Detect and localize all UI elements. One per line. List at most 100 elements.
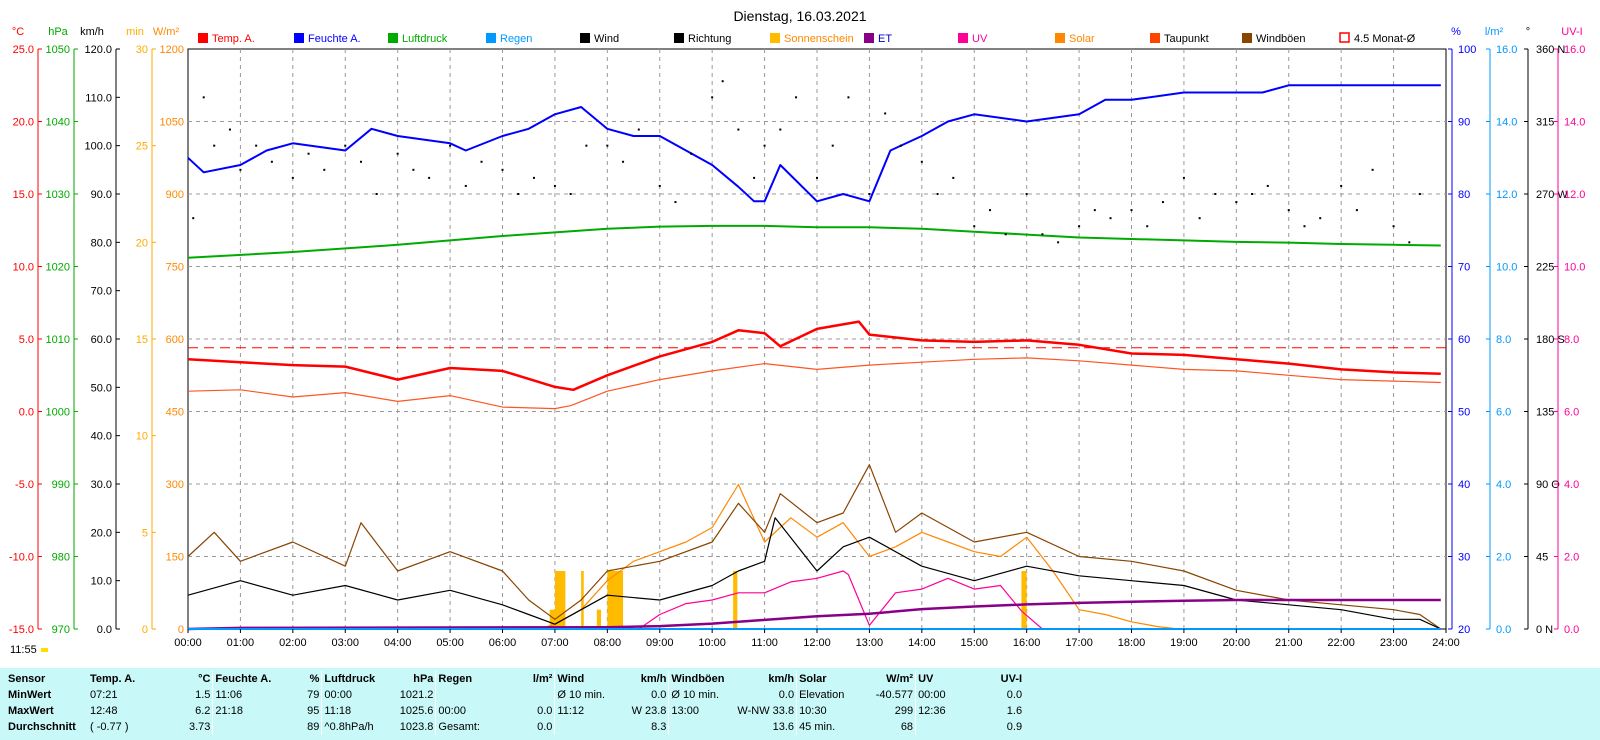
axis-unit-right: l/m²	[1485, 26, 1504, 38]
direction-point	[606, 144, 609, 147]
axis-tick-left: 15.0	[13, 189, 34, 201]
stats-cell-value: -40.577	[875, 689, 914, 701]
axis-tick-left: -5.0	[15, 479, 34, 491]
axis-tick-right: 225	[1536, 262, 1554, 274]
axis-tick-right: 90 O	[1536, 479, 1560, 491]
axis-tick-right: 180 S	[1536, 334, 1565, 346]
axis-tick-left: 300	[166, 479, 184, 491]
direction-point	[658, 184, 661, 187]
axis-tick-left: 1040	[46, 117, 70, 129]
direction-point	[532, 176, 535, 179]
axis-tick-right: 10.0	[1564, 262, 1585, 274]
direction-point	[192, 217, 195, 220]
stats-cell-label	[668, 719, 736, 735]
stats-cell-value: 68	[900, 721, 914, 733]
direction-point	[359, 160, 362, 163]
legend-swatch	[1055, 33, 1065, 43]
direction-point	[1340, 184, 1343, 187]
stats-row: MinWert 07:21 1.5 11:06 79 00:00 1021.2 Ø 10 mi…	[6, 687, 1024, 703]
stats-cell-value: W 23.8	[631, 705, 667, 717]
series-line-windb-en	[187, 464, 1442, 630]
axis-tick-left: 20.0	[13, 117, 34, 129]
direction-point	[637, 128, 640, 131]
stats-cell-label: 07:21	[90, 689, 118, 701]
chart-title: Dienstag, 16.03.2021	[733, 8, 866, 24]
direction-point	[1025, 193, 1028, 195]
direction-point	[517, 193, 520, 195]
stats-cell-label: 12:36	[915, 703, 961, 719]
axis-tick-left: 600	[166, 334, 184, 346]
sunshine-bar	[607, 571, 624, 629]
direction-point	[1182, 176, 1185, 179]
legend-label: Feuchte A.	[308, 33, 361, 45]
stats-cell-value: 299	[894, 705, 914, 717]
legend-label: Luftdruck	[402, 33, 448, 45]
axis-unit-left: min	[126, 26, 144, 38]
axis-tick-left: 990	[52, 479, 70, 491]
direction-point	[1214, 193, 1217, 195]
stats-cell-value: 0.0	[778, 689, 795, 701]
stats-row-label: MinWert	[8, 689, 52, 701]
stats-cell-value: W-NW 33.8	[737, 705, 795, 717]
axis-tick-right: 20	[1458, 624, 1470, 636]
legend: Temp. A. Feuchte A. Luftdruck Regen Wind Rich…	[198, 32, 1416, 45]
stats-header-rain-unit: l/m²	[532, 673, 553, 685]
axis-tick-left: 750	[166, 262, 184, 274]
legend-swatch	[674, 33, 684, 43]
x-tick-label: 13:00	[856, 637, 884, 649]
axis-tick-left: 1200	[160, 44, 184, 56]
axis-tick-right: 80	[1458, 189, 1470, 201]
axis-tick-right: 2.0	[1496, 552, 1511, 564]
axis-unit-right: %	[1451, 26, 1461, 38]
axis-tick-right: 90	[1458, 117, 1470, 129]
direction-point	[884, 112, 887, 115]
stats-header-gusts-unit: km/h	[768, 673, 795, 685]
axis-tick-right: 14.0	[1564, 117, 1585, 129]
stats-cell-value: 13.6	[772, 721, 795, 733]
stats-cell-label: 11:06	[212, 687, 288, 703]
x-tick-label: 07:00	[541, 637, 569, 649]
sunshine-bar	[554, 571, 566, 629]
axis-tick-right: 16.0	[1496, 44, 1517, 56]
stats-cell-value: 8.3	[651, 721, 667, 733]
axis-tick-left: 970	[52, 624, 70, 636]
stats-cell-value: 0.0	[651, 689, 667, 701]
stats-header-pressure-unit: hPa	[413, 673, 434, 685]
axis-tick-left: 1050	[160, 117, 184, 129]
direction-point	[202, 96, 205, 99]
axis-tick-left: 10	[136, 431, 148, 443]
direction-point	[779, 128, 782, 131]
direction-point	[213, 144, 216, 147]
stats-cell-value: 0.0	[537, 705, 553, 717]
footer-time: 11:55	[10, 644, 37, 656]
direction-point	[270, 160, 273, 163]
stats-header-temp-unit: °C	[198, 673, 211, 685]
direction-point	[737, 128, 740, 131]
axis-tick-right: 10.0	[1496, 262, 1517, 274]
axis-tick-left: 1050	[46, 44, 70, 56]
axis-tick-right: 100	[1458, 44, 1476, 56]
x-tick-label: 21:00	[1275, 637, 1303, 649]
axis-tick-left: 40.0	[91, 431, 112, 443]
direction-point	[816, 176, 818, 179]
stats-header-solar-unit: W/m²	[886, 673, 914, 685]
series-line-temp-a-	[187, 320, 1441, 392]
direction-point	[831, 144, 834, 147]
direction-point	[1371, 168, 1374, 171]
axis-unit-left: W/m²	[153, 26, 180, 38]
axis-tick-left: 900	[166, 189, 184, 201]
stats-cell-value: 1.5	[195, 689, 211, 701]
legend-label: Wind	[594, 33, 619, 45]
direction-point	[480, 160, 483, 163]
axis-tick-right: 4.0	[1564, 479, 1579, 491]
series-line-luftdruck	[187, 224, 1441, 259]
axis-tick-right: 315	[1536, 117, 1554, 129]
axis-tick-left: 0	[142, 624, 148, 636]
x-tick-label: 03:00	[331, 637, 359, 649]
direction-point	[674, 201, 677, 204]
direction-point	[763, 144, 766, 147]
legend-label: Richtung	[688, 33, 731, 45]
chart-marks	[187, 80, 1446, 631]
axis-tick-left: 0	[178, 624, 184, 636]
axis-tick-right: 14.0	[1496, 117, 1517, 129]
